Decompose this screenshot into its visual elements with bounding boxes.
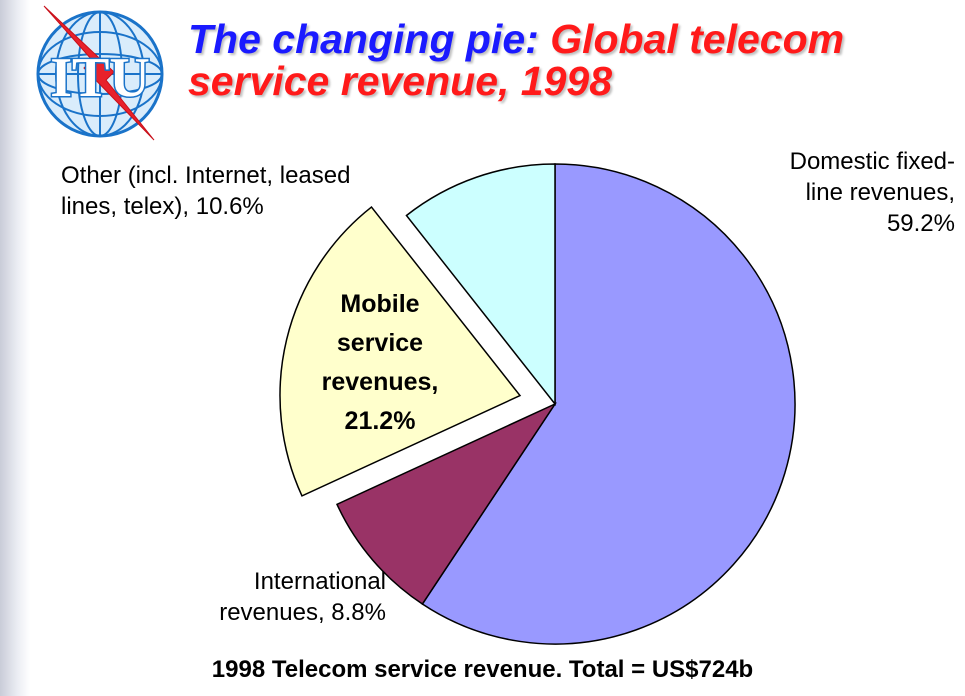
slice-other: [405, 163, 556, 407]
itu-logo: ITU: [36, 5, 164, 141]
label-domestic: Domestic fixed- line revenues, 59.2%: [700, 146, 955, 239]
logo-text: ITU: [50, 47, 150, 109]
label-mobile-line-3: revenues,: [321, 368, 439, 396]
label-mobile: Mobile service revenues, 21.2%: [290, 285, 470, 441]
lightning-bolt-icon: [43, 5, 155, 141]
slice-domestic: [421, 163, 796, 645]
title-part-1: The changing pie:: [188, 16, 551, 62]
label-international: International revenues, 8.8%: [150, 566, 386, 628]
label-domestic-line-1: Domestic fixed-: [789, 148, 955, 175]
slice-international: [335, 402, 558, 606]
label-domestic-line-3: 59.2%: [886, 210, 955, 237]
label-domestic-line-2: line revenues,: [805, 179, 955, 206]
label-intl-line-2: revenues, 8.8%: [219, 599, 386, 626]
label-mobile-line-4: 21.2%: [344, 407, 416, 435]
label-intl-line-1: International: [253, 568, 386, 595]
slide-left-shade: [0, 0, 30, 696]
title-part-2: Global telecom: [550, 16, 845, 62]
title-line-2: service revenue, 1998: [188, 58, 612, 104]
label-other-line-2: lines, telex), 10.6%: [61, 193, 264, 220]
slice-mobile: [279, 206, 522, 497]
label-mobile-line-2: service: [336, 329, 424, 357]
slide-title: The changing pie: Global telecom service…: [188, 18, 844, 102]
label-other-line-1: Other (incl. Internet, leased: [61, 162, 351, 189]
label-mobile-line-1: Mobile: [340, 290, 420, 318]
label-other: Other (incl. Internet, leased lines, tel…: [61, 160, 461, 222]
chart-caption: 1998 Telecom service revenue. Total = US…: [211, 656, 754, 683]
